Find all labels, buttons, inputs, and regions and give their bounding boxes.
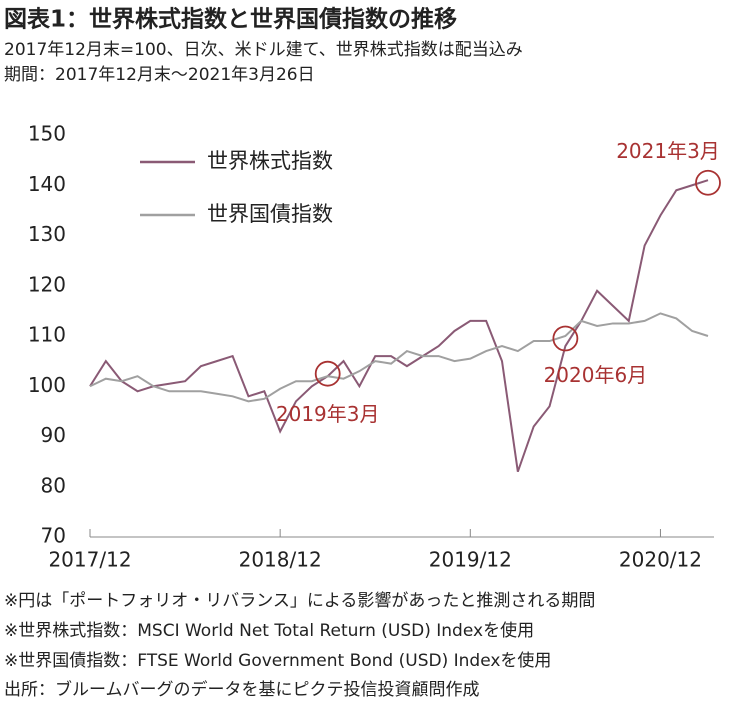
x-tick-label: 2018/12 bbox=[239, 548, 322, 572]
y-tick-label: 130 bbox=[28, 222, 66, 246]
x-tick-label: 2017/12 bbox=[48, 548, 131, 572]
y-tick-label: 90 bbox=[41, 423, 66, 447]
annotation-circle bbox=[552, 325, 579, 352]
annotation-label: 2021年3月 bbox=[616, 139, 720, 163]
note: 出所：ブルームバーグのデータを基にピクテ投信投資顧問作成 bbox=[4, 679, 480, 700]
x-tick-label: 2020/12 bbox=[619, 548, 702, 572]
subtitle: 期間：2017年12月末～2021年3月26日 bbox=[4, 65, 315, 85]
annotation-circle bbox=[695, 169, 721, 196]
annotation-label: 2019年3月 bbox=[276, 402, 380, 426]
note: ※世界株式指数：MSCI World Net Total Return (USD… bbox=[4, 620, 534, 641]
note: ※世界国債指数：FTSE World Government Bond (USD)… bbox=[4, 650, 551, 671]
y-tick-label: 140 bbox=[28, 172, 66, 196]
y-tick-label: 70 bbox=[41, 524, 66, 548]
y-tick-label: 110 bbox=[28, 323, 66, 347]
x-tick-label: 2019/12 bbox=[429, 548, 512, 572]
y-tick-label: 80 bbox=[41, 473, 66, 497]
y-tick-label: 150 bbox=[28, 122, 66, 146]
legend-label: 世界株式指数 bbox=[207, 149, 333, 173]
legend-label: 世界国債指数 bbox=[207, 202, 333, 226]
annotation-circle bbox=[314, 360, 341, 387]
series-line bbox=[89, 312, 709, 403]
subtitle: 2017年12月末=100、日次、米ドル建て、世界株式指数は配当込み bbox=[4, 40, 523, 60]
note: ※円は「ポートフォリオ・リバランス」による影響があったと推測される期間 bbox=[4, 591, 595, 611]
series-line bbox=[89, 179, 709, 473]
y-tick-label: 120 bbox=[28, 272, 66, 296]
y-tick-label: 100 bbox=[28, 373, 66, 397]
chart-title: 図表1：世界株式指数と世界国債指数の推移 bbox=[4, 7, 457, 33]
annotation-label: 2020年6月 bbox=[544, 363, 648, 387]
